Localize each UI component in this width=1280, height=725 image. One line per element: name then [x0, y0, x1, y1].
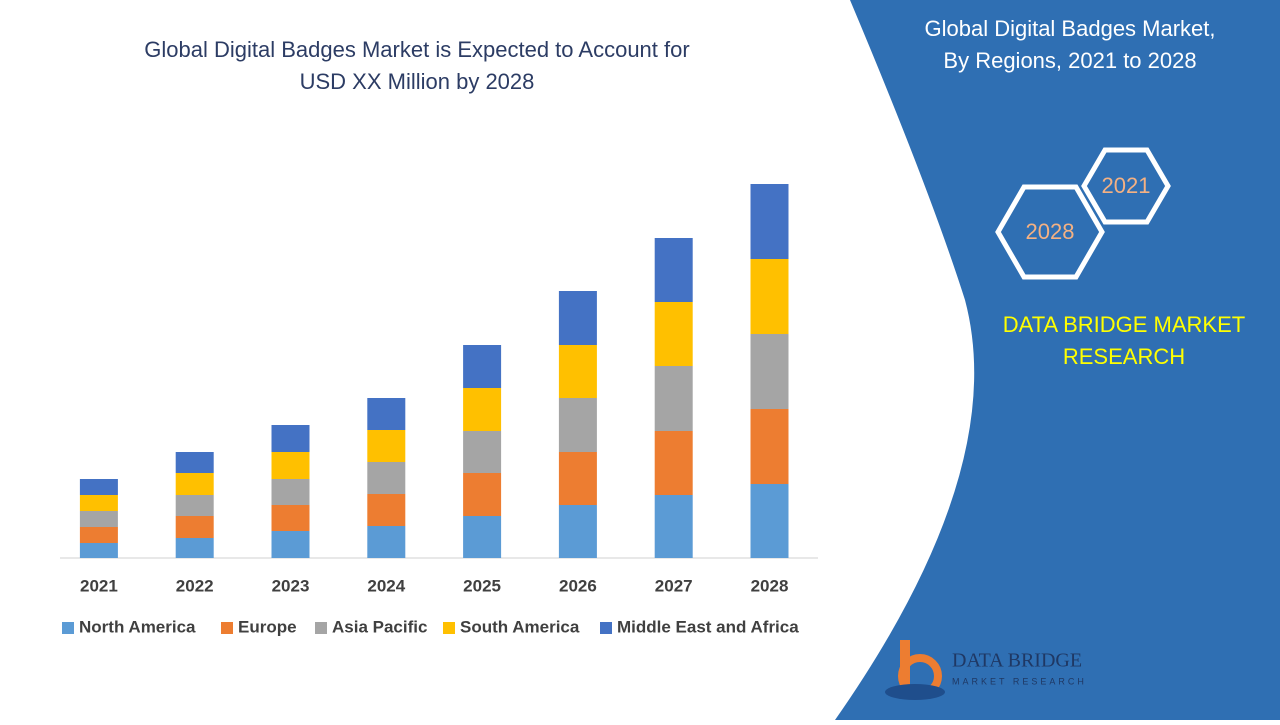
bar-segment — [654, 238, 693, 302]
bar-segment — [558, 505, 597, 558]
bar-segment — [271, 425, 310, 452]
bar-segment — [367, 494, 406, 526]
bar-segment — [463, 345, 502, 388]
x-tick-label: 2028 — [751, 576, 789, 595]
x-tick-label: 2026 — [559, 576, 597, 595]
bar-segment — [79, 495, 118, 511]
bar-segment — [367, 430, 406, 462]
bar-segment — [175, 516, 214, 538]
bar-segment — [750, 409, 789, 484]
legend-swatch — [315, 622, 327, 634]
bar-segment — [558, 291, 597, 345]
legend-label: Asia Pacific — [332, 617, 427, 636]
bar-segment — [79, 527, 118, 543]
brand-text: RESEARCH — [1063, 344, 1185, 369]
logo-mark — [885, 684, 945, 700]
x-tick-label: 2021 — [80, 576, 118, 595]
bar-segment — [750, 184, 789, 259]
bar-segment — [271, 452, 310, 479]
x-tick-label: 2022 — [176, 576, 214, 595]
legend-label: North America — [79, 617, 196, 636]
legend-swatch — [600, 622, 612, 634]
side-panel — [835, 0, 1280, 720]
x-tick-label: 2024 — [367, 576, 405, 595]
legend-swatch — [443, 622, 455, 634]
bar-segment — [175, 538, 214, 558]
bar-segment — [654, 431, 693, 495]
brand-text: DATA BRIDGE MARKET — [1003, 312, 1245, 337]
legend-label: Middle East and Africa — [617, 617, 799, 636]
hexagon — [1081, 147, 1171, 225]
bar-segment — [463, 516, 502, 558]
bar-segment — [654, 495, 693, 558]
x-tick-label: 2023 — [272, 576, 310, 595]
bar-segment — [79, 543, 118, 558]
bar-segment — [175, 495, 214, 516]
legend-label: Europe — [238, 617, 297, 636]
bar-segment — [271, 531, 310, 558]
x-tick-label: 2025 — [463, 576, 501, 595]
chart-title: Global Digital Badges Market is Expected… — [144, 37, 689, 62]
bar-segment — [463, 473, 502, 516]
bar-segment — [367, 462, 406, 494]
bar-segment — [558, 398, 597, 452]
bar-segment — [654, 366, 693, 431]
bar-segment — [558, 345, 597, 398]
bar-segment — [463, 388, 502, 431]
logo-text: MARKET RESEARCH — [952, 676, 1087, 686]
hexagon-label: 2021 — [1102, 173, 1151, 198]
panel-title: Global Digital Badges Market, — [924, 16, 1215, 41]
hexagon-label: 2028 — [1026, 219, 1075, 244]
bar-segment — [750, 259, 789, 334]
bar-segment — [367, 526, 406, 558]
logo: DATA BRIDGE MARKET RESEARCH — [885, 640, 1087, 700]
bar-segment — [175, 473, 214, 495]
bar-segment — [175, 452, 214, 473]
bar-segment — [367, 398, 406, 430]
bar-segment — [271, 479, 310, 505]
bar-segment — [271, 505, 310, 531]
chart-title: USD XX Million by 2028 — [300, 69, 535, 94]
panel-title: By Regions, 2021 to 2028 — [943, 48, 1196, 73]
bar-segment — [750, 334, 789, 409]
legend-swatch — [62, 622, 74, 634]
x-tick-label: 2027 — [655, 576, 693, 595]
bar-segment — [558, 452, 597, 505]
bar-segment — [654, 302, 693, 366]
bar-segment — [750, 484, 789, 558]
legend-label: South America — [460, 617, 580, 636]
bar-segment — [79, 511, 118, 527]
legend-swatch — [221, 622, 233, 634]
logo-text: DATA BRIDGE — [952, 650, 1082, 672]
bar-segment — [463, 431, 502, 473]
bar-segment — [79, 479, 118, 495]
hexagon — [995, 184, 1105, 280]
